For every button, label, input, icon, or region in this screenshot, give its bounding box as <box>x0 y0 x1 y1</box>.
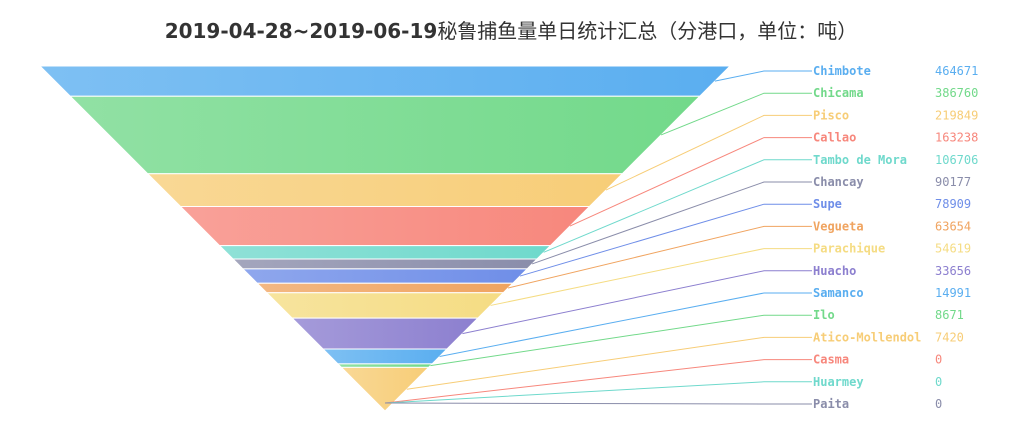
leader-line-chimbote <box>714 70 812 82</box>
legend-label-casma[interactable]: Casma <box>813 353 849 367</box>
leader-line-pisco <box>605 114 812 191</box>
leader-line-chicama <box>660 92 812 136</box>
legend-label-huacho[interactable]: Huacho <box>813 264 856 278</box>
legend-label-chimbote[interactable]: Chimbote <box>813 64 871 78</box>
funnel-segment-parachique[interactable] <box>265 292 505 319</box>
legend-label-paita[interactable]: Paita <box>813 397 849 411</box>
legend-value-pisco: 219849 <box>935 108 978 122</box>
legend-value-chimbote: 464671 <box>935 64 978 78</box>
legend-value-callao: 163238 <box>935 131 978 145</box>
legend-label-chancay[interactable]: Chancay <box>813 175 864 189</box>
leader-line-atico-mollendol <box>406 336 812 390</box>
legend-value-supe: 78909 <box>935 197 971 211</box>
legend-value-paita: 0 <box>935 397 942 411</box>
legend-value-atico-mollendol: 7420 <box>935 330 964 344</box>
legend-label-parachique[interactable]: Parachique <box>813 242 885 256</box>
funnel-segment-vegueta[interactable] <box>256 282 514 294</box>
legend-value-ilo: 8671 <box>935 308 964 322</box>
legend-label-callao[interactable]: Callao <box>813 131 856 145</box>
funnel-layer <box>38 65 732 412</box>
legend-label-tambo-de-mora[interactable]: Tambo de Mora <box>813 153 907 167</box>
leader-line-supe <box>519 203 812 277</box>
leader-line-layer <box>384 70 812 405</box>
funnel-segment-samanco[interactable] <box>321 348 449 365</box>
legend-value-parachique: 54619 <box>935 242 971 256</box>
leader-line-chancay <box>531 181 812 265</box>
leader-line-parachique <box>490 248 812 306</box>
leader-line-casma <box>384 359 812 404</box>
legend-value-huarmey: 0 <box>935 375 942 389</box>
legend-value-huacho: 33656 <box>935 264 971 278</box>
legend-label-chicama[interactable]: Chicama <box>813 86 864 100</box>
funnel-segment-atico-mollendol[interactable] <box>340 366 430 412</box>
legend-label-supe[interactable]: Supe <box>813 197 842 211</box>
legend-label-huarmey[interactable]: Huarmey <box>813 375 864 389</box>
funnel-segment-supe[interactable] <box>241 268 529 284</box>
funnel-segment-chicama[interactable] <box>69 95 701 175</box>
legend-value-vegueta: 63654 <box>935 219 971 233</box>
funnel-segment-ilo[interactable] <box>336 363 434 368</box>
funnel-segment-huacho[interactable] <box>290 317 480 350</box>
funnel-segment-tambo-de-mora[interactable] <box>218 245 552 260</box>
leader-line-paita <box>384 402 812 405</box>
funnel-segment-callao[interactable] <box>179 206 591 247</box>
leader-line-huarmey <box>384 381 812 404</box>
legend-layer: Chimbote 464671 Chicama 386760 Pisco 219849 Ca… <box>813 64 978 411</box>
legend-value-samanco: 14991 <box>935 286 971 300</box>
legend-value-tambo-de-mora: 106706 <box>935 153 978 167</box>
legend-label-atico-mollendol[interactable]: Atico-Mollendol <box>813 330 921 344</box>
funnel-segment-pisco[interactable] <box>146 173 624 208</box>
chart-title: 2019-04-28~2019-06-19秘鲁捕鱼量单日统计汇总（分港口，单位：… <box>0 15 1022 44</box>
legend-value-casma: 0 <box>935 353 942 367</box>
leader-line-ilo <box>430 314 812 367</box>
leader-line-callao <box>569 137 812 227</box>
chart-title-date: 2019-04-28~2019-06-19 <box>164 19 438 43</box>
legend-label-ilo[interactable]: Ilo <box>813 308 835 322</box>
legend-label-vegueta[interactable]: Vegueta <box>813 219 864 233</box>
leader-line-vegueta <box>507 225 812 289</box>
leader-line-tambo-de-mora <box>543 159 812 253</box>
legend-label-samanco[interactable]: Samanco <box>813 286 864 300</box>
leader-line-huacho <box>462 270 812 335</box>
legend-label-pisco[interactable]: Pisco <box>813 108 849 122</box>
funnel-segment-chimbote[interactable] <box>38 65 732 97</box>
funnel-segment-chancay[interactable] <box>231 258 539 270</box>
leader-line-samanco <box>439 292 812 357</box>
legend-value-chancay: 90177 <box>935 175 971 189</box>
chart-title-text: 秘鲁捕鱼量单日统计汇总（分港口，单位：吨） <box>437 19 858 43</box>
legend-value-chicama: 386760 <box>935 86 978 100</box>
